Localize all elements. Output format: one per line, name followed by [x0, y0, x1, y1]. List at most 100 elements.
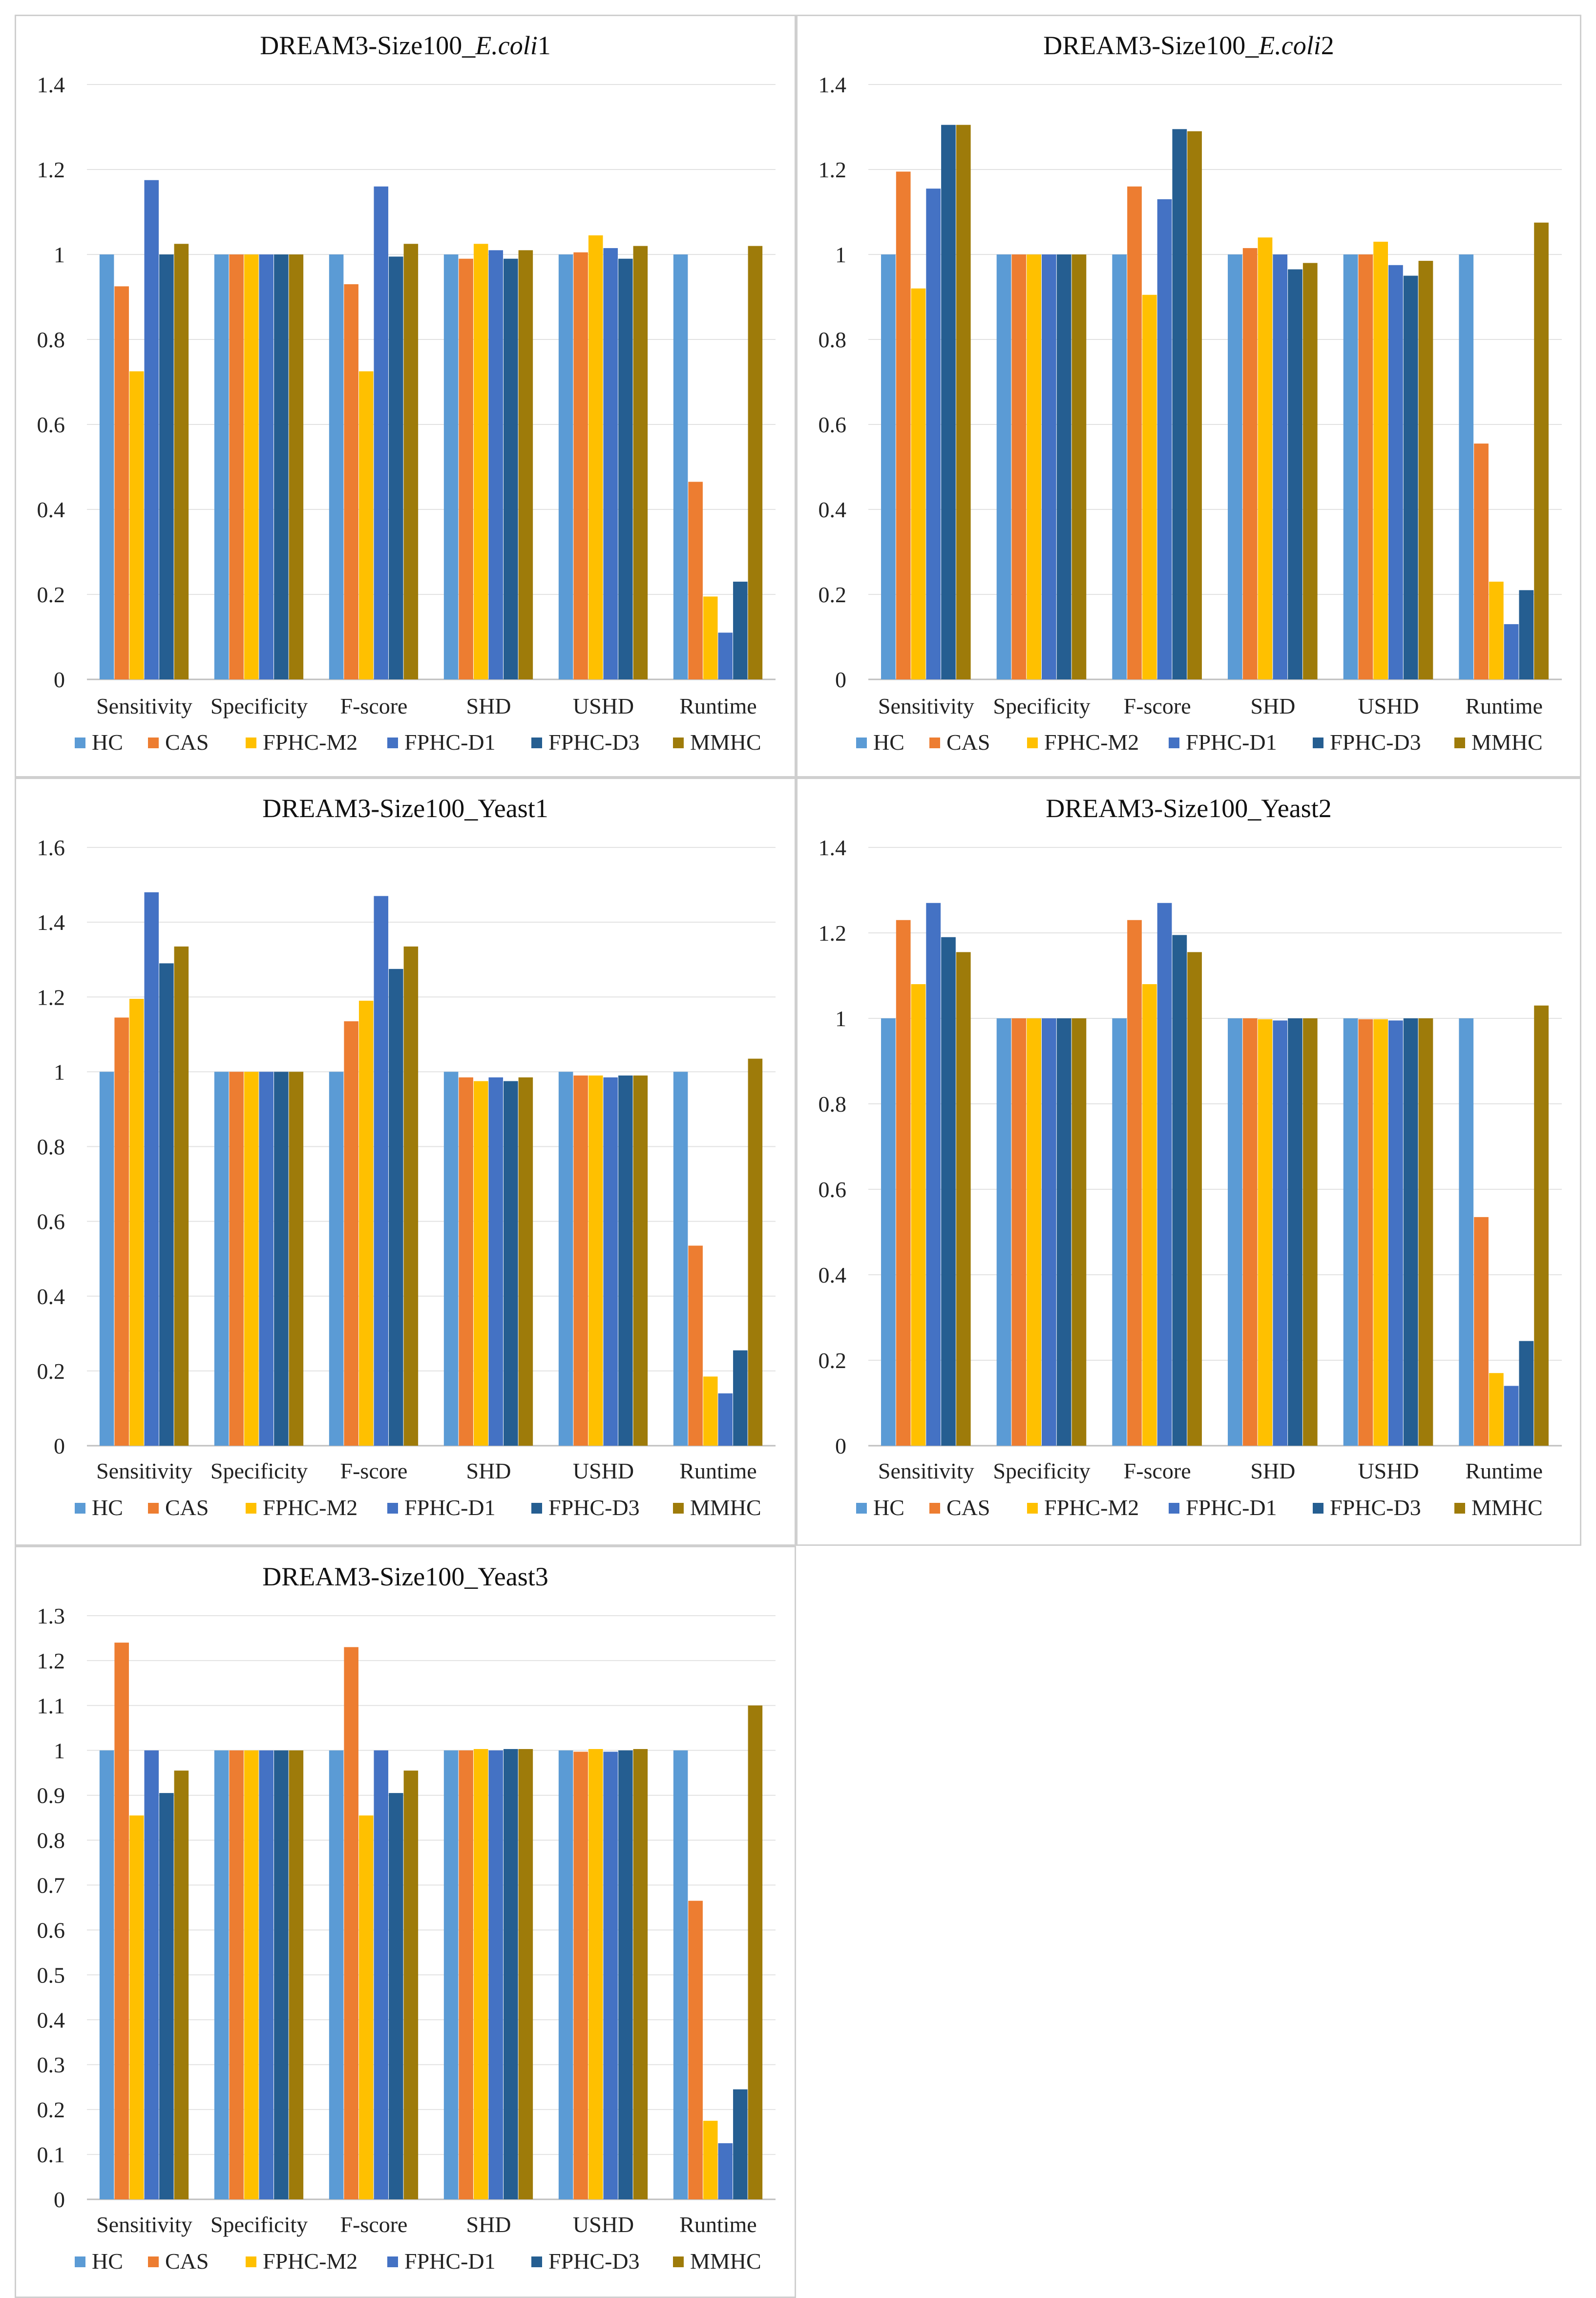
bar-cas-specificity [229, 1750, 244, 2199]
chart-title-part: DREAM3-Size100_Yeast2 [1046, 794, 1332, 823]
bar-fphc-d1-f-score [1157, 903, 1172, 1446]
bar-cas-f-score [1127, 186, 1142, 679]
legend-label: CAS [165, 730, 209, 755]
y-tick-label: 0 [54, 2187, 65, 2212]
bar-cas-shd [459, 258, 473, 679]
bar-fphc-d1-shd [488, 1077, 504, 1446]
bar-mmhc-shd [1302, 1018, 1318, 1446]
category-label: Sensitivity [878, 1458, 974, 1483]
legend-swatch [531, 1503, 542, 1514]
chart-title-part: 1 [538, 31, 551, 60]
category-label: Sensitivity [96, 1458, 192, 1483]
category-label: USHD [573, 2212, 634, 2237]
bar-cas-shd [1242, 248, 1258, 679]
category-label: Sensitivity [96, 694, 192, 718]
category-label: SHD [466, 2212, 511, 2237]
bar-mmhc-ushd [1418, 1018, 1433, 1446]
legend-swatch [1169, 1503, 1179, 1514]
y-tick-label: 1.6 [37, 835, 65, 860]
bar-fphc-m2-specificity [244, 254, 259, 679]
bar-fphc-d3-runtime [1519, 590, 1534, 679]
chart-title-part: E.coli [1258, 31, 1321, 60]
y-tick-label: 0 [835, 667, 846, 692]
bar-hc-f-score [329, 254, 344, 679]
y-tick-label: 1.4 [37, 72, 65, 97]
bar-cas-runtime [1474, 1217, 1489, 1446]
bar-hc-ushd [558, 254, 573, 679]
legend-swatch [531, 738, 542, 748]
bar-fphc-d3-f-score [389, 969, 403, 1446]
chart-panel-ecoli1: DREAM3-Size100_E.coli1 0 0.2 0.4 0.6 0.8 1 1.2 1… [15, 15, 796, 778]
bar-cas-f-score [1127, 920, 1142, 1446]
bar-fphc-d3-ushd [618, 258, 633, 679]
category-label: Sensitivity [878, 694, 974, 718]
bar-cas-f-score [344, 1021, 358, 1446]
bar-fphc-d3-ushd [1403, 1018, 1418, 1446]
bar-fphc-m2-shd [473, 244, 488, 679]
bar-fphc-d1-f-score [374, 1750, 389, 2199]
bar-cas-f-score [344, 284, 358, 679]
category-label: USHD [573, 694, 634, 718]
bar-hc-sensitivity [99, 1750, 114, 2199]
y-tick-label: 0.9 [37, 1783, 65, 1808]
bar-hc-ushd [558, 1750, 573, 2199]
legend-label: MMHC [1471, 1495, 1543, 1520]
bar-hc-runtime [673, 1072, 688, 1446]
legend-swatch [1313, 738, 1323, 748]
bar-hc-specificity [214, 254, 229, 679]
bar-hc-f-score [1112, 254, 1127, 679]
bar-fphc-m2-f-score [1142, 984, 1157, 1446]
bar-fphc-d1-specificity [259, 1072, 274, 1446]
legend-swatch [856, 738, 867, 748]
bar-fphc-m2-sensitivity [911, 288, 926, 679]
bar-fphc-d3-specificity [274, 1072, 289, 1446]
bar-mmhc-shd [518, 1077, 533, 1446]
y-tick-label: 0.8 [819, 327, 847, 352]
bar-fphc-d1-sensitivity [144, 180, 159, 679]
legend-label: HC [92, 730, 123, 755]
legend-label: CAS [165, 1495, 209, 1520]
bar-fphc-d1-runtime [1504, 1386, 1519, 1446]
chart-title-part: DREAM3-Size100_ [260, 31, 476, 60]
bar-fphc-d1-f-score [374, 186, 389, 679]
bar-fphc-d3-specificity [1056, 254, 1071, 679]
legend-label: MMHC [690, 2249, 761, 2274]
category-label: SHD [1250, 1458, 1295, 1483]
chart-title-part: E.coli [475, 31, 537, 60]
bar-cas-ushd [573, 1075, 588, 1446]
bar-fphc-m2-f-score [1142, 295, 1157, 679]
bar-fphc-d1-f-score [1157, 199, 1172, 679]
y-tick-label: 1 [54, 1738, 65, 1763]
legend-label: MMHC [690, 730, 761, 755]
bar-cas-specificity [229, 1072, 244, 1446]
legend-label: FPHC-M2 [263, 1495, 357, 1520]
y-tick-label: 0.6 [37, 412, 65, 437]
bar-mmhc-runtime [748, 1058, 763, 1446]
bar-fphc-d3-specificity [274, 254, 289, 679]
bar-hc-sensitivity [99, 254, 114, 679]
bar-hc-runtime [673, 1750, 688, 2199]
bar-cas-specificity [1011, 254, 1027, 679]
bar-fphc-m2-shd [473, 1081, 488, 1446]
y-tick-label: 0.6 [37, 1918, 65, 1942]
legend-swatch [246, 2256, 256, 2267]
chart-panel-yeast2: DREAM3-Size100_Yeast2 0 0.2 0.4 0.6 0.8 1 1.2 1.… [796, 778, 1581, 1546]
bar-cas-specificity [1011, 1018, 1027, 1446]
bar-hc-f-score [1112, 1018, 1127, 1446]
bar-fphc-d1-sensitivity [926, 189, 941, 679]
bar-hc-shd [443, 1072, 459, 1446]
legend-label: FPHC-D3 [548, 1495, 640, 1520]
bar-fphc-d3-shd [504, 1081, 518, 1446]
chart-title-part: 2 [1321, 31, 1334, 60]
legend-label: HC [92, 2249, 123, 2274]
bar-fphc-d3-sensitivity [159, 963, 174, 1446]
legend-swatch [1027, 738, 1038, 748]
legend-swatch [1454, 738, 1465, 748]
y-tick-label: 0.2 [819, 1348, 847, 1373]
bar-cas-specificity [229, 254, 244, 679]
legend-swatch [148, 1503, 159, 1514]
category-label: Runtime [1465, 1458, 1542, 1483]
bar-fphc-d3-sensitivity [941, 125, 956, 679]
legend-swatch [929, 1503, 940, 1514]
bar-fphc-m2-shd [473, 1749, 488, 2199]
